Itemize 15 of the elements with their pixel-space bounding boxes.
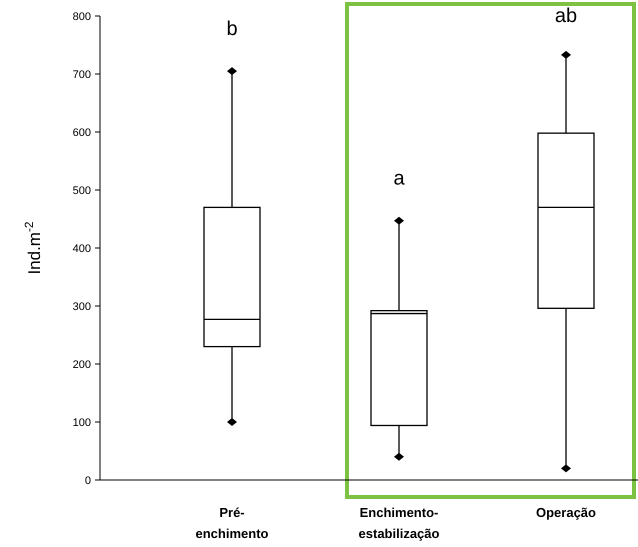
annotation: a (393, 168, 406, 190)
y-tick-label: 300 (72, 300, 91, 313)
y-tick-label: 100 (72, 416, 91, 429)
y-tick-label: 500 (72, 184, 91, 197)
x-tick-label: Enchimento-estabilização (358, 505, 440, 541)
annotation: ab (554, 5, 578, 27)
y-tick-label: 400 (72, 242, 91, 255)
y-tick-label: 0 (84, 474, 91, 487)
y-tick-label: 200 (72, 358, 91, 371)
y-tick-label: 700 (72, 68, 91, 81)
x-tick-label: Operação (536, 505, 596, 520)
x-tick-label: Pré-enchimento (196, 505, 269, 541)
y-tick-label: 600 (72, 126, 91, 139)
y-tick-label: 800 (72, 10, 91, 23)
annotation: b (226, 18, 238, 40)
